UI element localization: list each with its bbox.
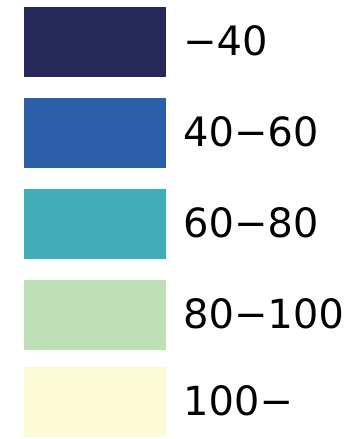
legend-item: −40	[0, 7, 344, 79]
legend-label: 80−100	[183, 292, 344, 338]
legend-label: 40−60	[183, 110, 319, 156]
legend-label: −40	[183, 19, 268, 65]
legend-swatch	[24, 367, 166, 437]
legend-label: 60−80	[183, 201, 319, 247]
legend-label: 100−	[183, 379, 293, 425]
legend-swatch	[24, 7, 166, 77]
legend-item: 40−60	[0, 98, 344, 170]
legend-item: 80−100	[0, 280, 344, 352]
legend-item: 60−80	[0, 189, 344, 261]
legend-item: 100−	[0, 367, 344, 439]
legend-swatch	[24, 189, 166, 259]
legend-swatch	[24, 98, 166, 168]
legend-swatch	[24, 280, 166, 350]
